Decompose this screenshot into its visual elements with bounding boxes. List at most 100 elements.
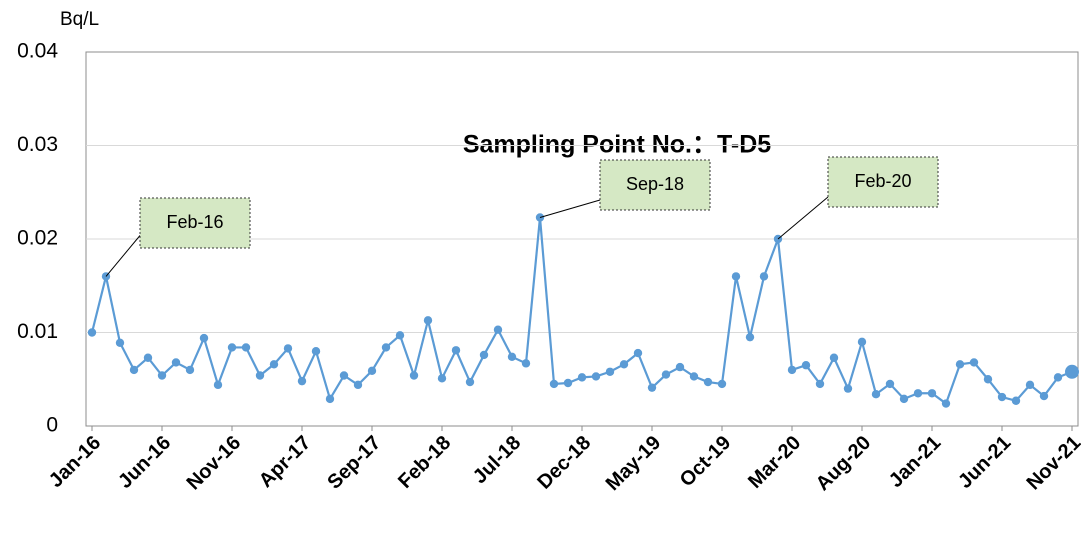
- y-tick-label: 0.02: [17, 227, 58, 250]
- data-point: [409, 371, 419, 380]
- x-tick-label: Oct-19: [676, 432, 736, 492]
- data-point: [437, 374, 447, 383]
- data-point: [143, 353, 153, 362]
- data-point: [353, 380, 363, 390]
- data-point: [969, 358, 979, 367]
- data-point: [633, 348, 643, 358]
- data-point: [241, 343, 251, 352]
- data-point: [465, 377, 475, 387]
- data-point: [171, 358, 181, 367]
- data-point: [787, 365, 797, 375]
- annotation-leader: [105, 235, 141, 277]
- data-point: [129, 365, 139, 375]
- data-point: [619, 360, 629, 369]
- data-point: [647, 383, 657, 392]
- annotation-leader: [777, 196, 829, 240]
- data-point: [857, 337, 867, 347]
- data-point: [339, 371, 349, 380]
- data-point: [1039, 391, 1049, 401]
- x-tick-label: Feb-18: [394, 432, 455, 493]
- data-point: [185, 365, 195, 375]
- data-point: [899, 394, 909, 404]
- x-tick-label: Aug-20: [812, 432, 875, 495]
- chart-title: Sampling Point No.：T-D5: [463, 131, 771, 159]
- data-point: [913, 389, 923, 398]
- data-point: [829, 353, 839, 362]
- data-point: [255, 371, 265, 380]
- y-tick-label: 0.04: [17, 40, 58, 63]
- data-point: [885, 379, 895, 389]
- data-point: [269, 360, 279, 369]
- y-axis-label: Bq/L: [60, 9, 99, 30]
- annotation-text: Feb-20: [854, 171, 911, 191]
- data-point: [661, 370, 671, 379]
- data-point: [997, 392, 1007, 402]
- data-point: [703, 377, 713, 387]
- data-point: [199, 333, 209, 343]
- x-tick-label: Nov-21: [1023, 432, 1081, 495]
- y-tick-label: 0: [46, 414, 58, 437]
- data-point: [115, 338, 125, 347]
- data-point: [745, 332, 755, 342]
- data-point: [1025, 380, 1035, 390]
- data-point: [843, 384, 853, 393]
- y-tick-label: 0.01: [17, 320, 58, 343]
- data-point: [297, 376, 307, 386]
- data-point: [451, 346, 461, 355]
- data-point: [213, 380, 223, 390]
- x-tick-label: Jul-18: [469, 432, 525, 488]
- data-point: [507, 352, 517, 362]
- data-point: [717, 379, 727, 389]
- x-tick-label: Nov-16: [183, 432, 246, 495]
- data-point: [689, 372, 699, 381]
- data-point: [1053, 373, 1063, 382]
- data-point: [731, 272, 741, 281]
- data-point: [479, 350, 489, 360]
- data-point: [87, 328, 97, 337]
- data-point: [1065, 364, 1079, 379]
- data-point: [549, 379, 559, 389]
- data-point: [675, 362, 685, 372]
- x-tick-label: Jun-21: [954, 432, 1015, 493]
- data-point: [927, 389, 937, 398]
- annotation-text: Feb-16: [166, 212, 223, 232]
- data-point: [591, 372, 601, 381]
- data-point: [493, 325, 503, 334]
- data-point: [227, 343, 237, 352]
- data-point: [311, 347, 321, 356]
- data-point: [983, 375, 993, 384]
- x-tick-label: May-19: [602, 432, 666, 496]
- data-point: [605, 367, 615, 376]
- data-point: [367, 366, 377, 376]
- data-point: [521, 359, 531, 368]
- data-point: [759, 272, 769, 281]
- data-point: [325, 394, 335, 404]
- data-point: [157, 371, 167, 380]
- data-point: [423, 316, 433, 325]
- data-point: [801, 361, 811, 370]
- annotation-box: [599, 159, 711, 211]
- data-point: [815, 379, 825, 389]
- data-point: [941, 399, 951, 408]
- data-point: [955, 360, 965, 369]
- x-tick-label: Jan-21: [885, 432, 945, 492]
- data-point: [395, 331, 405, 340]
- x-tick-label: Jan-16: [45, 432, 105, 492]
- data-point: [283, 344, 293, 353]
- x-tick-label: Dec-18: [533, 432, 595, 494]
- data-point: [1011, 396, 1021, 405]
- annotation-text: Sep-18: [626, 174, 684, 194]
- annotation-leader: [539, 199, 601, 218]
- data-point: [871, 390, 881, 399]
- data-point: [577, 373, 587, 382]
- annotation-box: [827, 156, 939, 208]
- annotation-box: [139, 197, 251, 249]
- x-tick-label: Apr-17: [255, 432, 315, 492]
- y-tick-label: 0.03: [17, 133, 58, 156]
- data-point: [563, 378, 573, 388]
- x-tick-label: Sep-17: [323, 432, 385, 494]
- x-tick-label: Mar-20: [744, 432, 805, 493]
- x-tick-label: Jun-16: [114, 432, 175, 493]
- data-point: [381, 343, 391, 352]
